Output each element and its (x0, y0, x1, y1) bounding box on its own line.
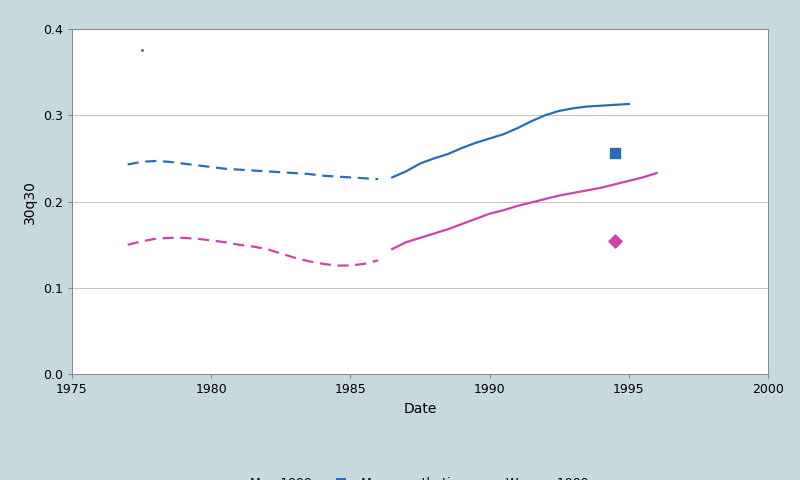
X-axis label: Date: Date (403, 402, 437, 416)
Legend: Men 1999, Men 1989, Men - synthetic, Women 1999, Women 1989, Women - synthetic: Men 1999, Men 1989, Men - synthetic, Wom… (217, 478, 623, 480)
Y-axis label: 30q30: 30q30 (23, 180, 38, 224)
Point (609, 238, 622, 245)
Point (609, 149, 622, 157)
